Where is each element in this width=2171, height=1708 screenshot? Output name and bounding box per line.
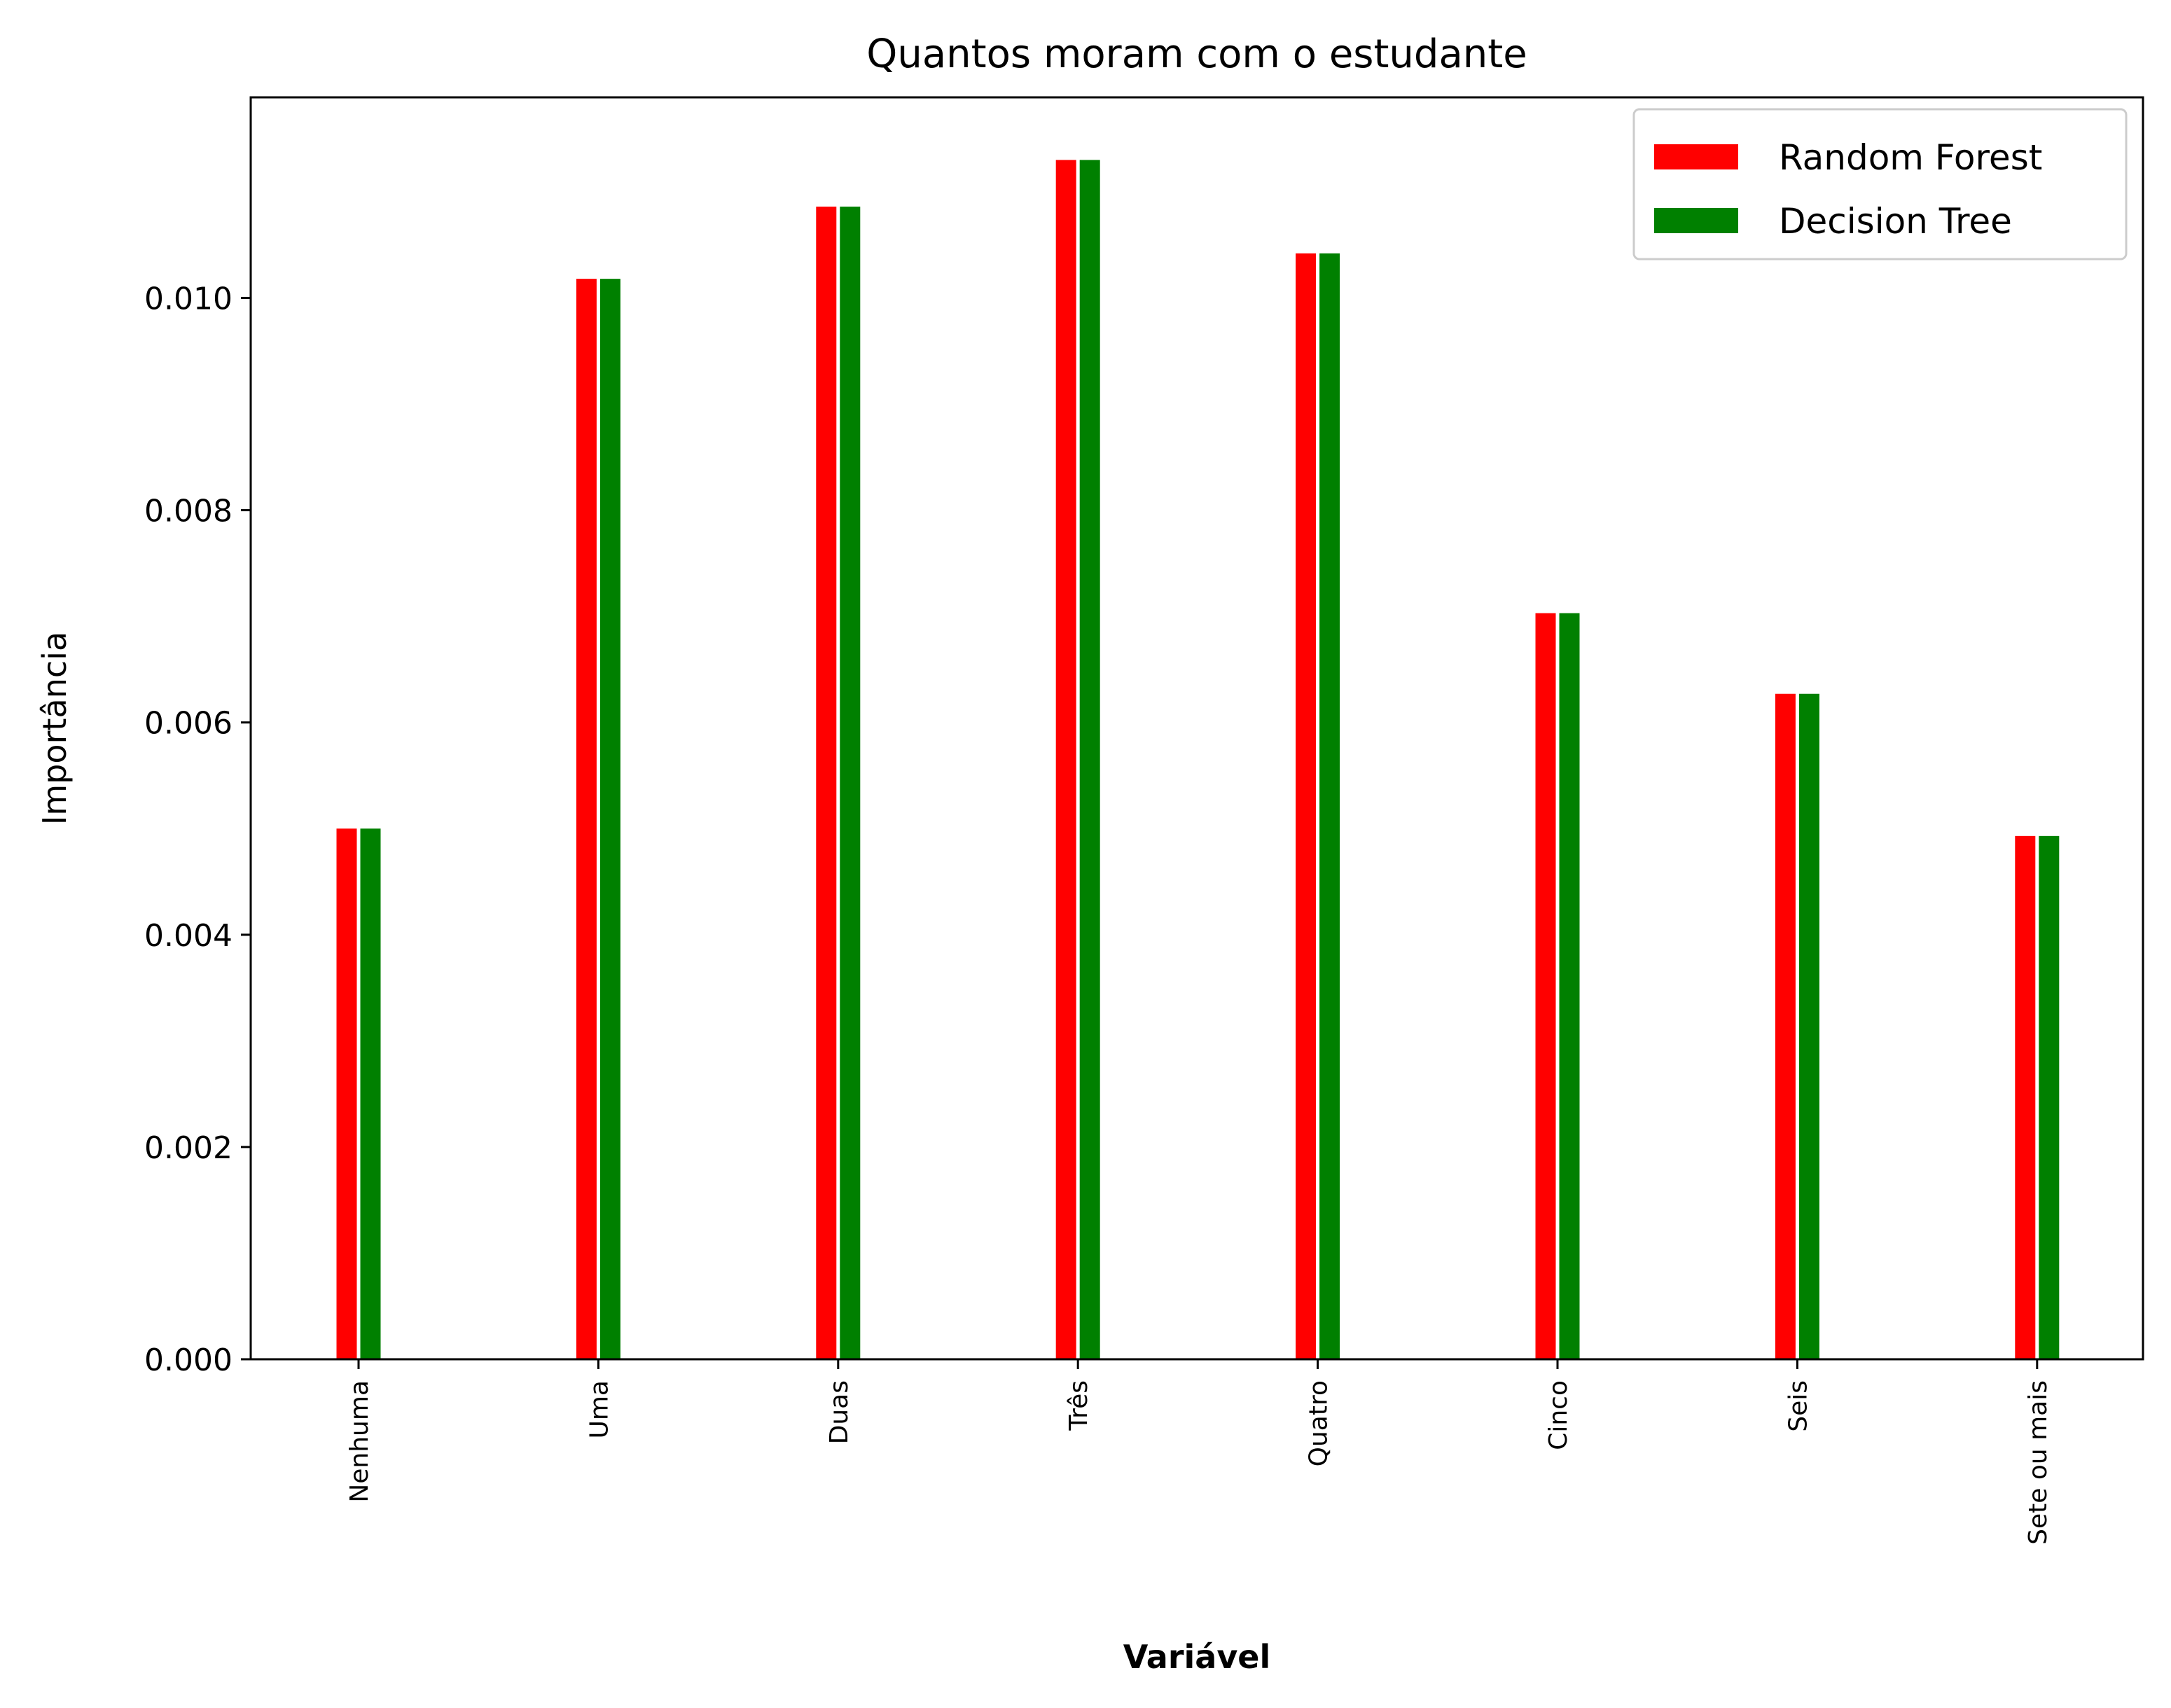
y-axis-label: Importância (36, 632, 74, 825)
bar-decision-tree-4 (1079, 160, 1100, 1360)
legend-box (1632, 108, 2128, 261)
x-axis-label: Variável (1123, 1638, 1271, 1676)
bar-random-forest-6 (1535, 613, 1556, 1360)
bar-random-forest-4 (1055, 160, 1076, 1360)
chart-title: Quantos moram com o estudante (866, 32, 1527, 77)
bar-decision-tree-1 (360, 828, 381, 1359)
x-tick-label: Cinco (1544, 1380, 1573, 1450)
y-tick-label: 0.008 (144, 494, 233, 529)
y-tick-label: 0.006 (144, 706, 233, 742)
legend-swatch-random-forest (1654, 144, 1738, 169)
x-tick-label: Nenhuma (345, 1380, 374, 1503)
legend-swatch-decision-tree (1654, 208, 1738, 233)
legend-label-decision-tree: Decision Tree (1779, 201, 2012, 242)
y-tick-label: 0.000 (144, 1342, 233, 1378)
axes-frame (249, 96, 2144, 1361)
y-tick-label: 0.010 (144, 281, 233, 317)
bar-decision-tree-7 (1798, 693, 1819, 1359)
bar-decision-tree-5 (1319, 253, 1340, 1359)
x-tick-label: Três (1064, 1380, 1093, 1431)
legend-label-random-forest: Random Forest (1779, 137, 2042, 178)
y-tick-label: 0.002 (144, 1130, 233, 1166)
bars-layer (336, 160, 2060, 1360)
bar-decision-tree-8 (2039, 835, 2060, 1359)
x-tick-label: Sete ou mais (2024, 1380, 2053, 1545)
bar-random-forest-5 (1296, 253, 1317, 1359)
x-tick-label: Seis (1784, 1380, 1812, 1432)
legend: Random Forest Decision Tree (1632, 108, 2128, 261)
x-tick-label: Duas (825, 1380, 854, 1444)
y-tick-label: 0.004 (144, 918, 233, 954)
bar-decision-tree-3 (840, 207, 861, 1360)
bar-decision-tree-2 (599, 279, 620, 1359)
y-axis-ticks: 0.000 0.002 0.004 0.006 0.008 0.010 (144, 281, 251, 1378)
bar-random-forest-7 (1775, 693, 1796, 1359)
bar-random-forest-1 (336, 828, 357, 1359)
bar-random-forest-2 (576, 279, 597, 1359)
x-tick-label: Quatro (1305, 1380, 1333, 1466)
bar-random-forest-8 (2015, 835, 2036, 1359)
bar-random-forest-3 (816, 207, 837, 1360)
x-axis-ticks: Nenhuma Uma Duas Três Quatro Cinco Seis Sete ou… (345, 1359, 2053, 1545)
x-tick-label: Uma (585, 1380, 613, 1438)
bar-decision-tree-6 (1559, 613, 1580, 1360)
